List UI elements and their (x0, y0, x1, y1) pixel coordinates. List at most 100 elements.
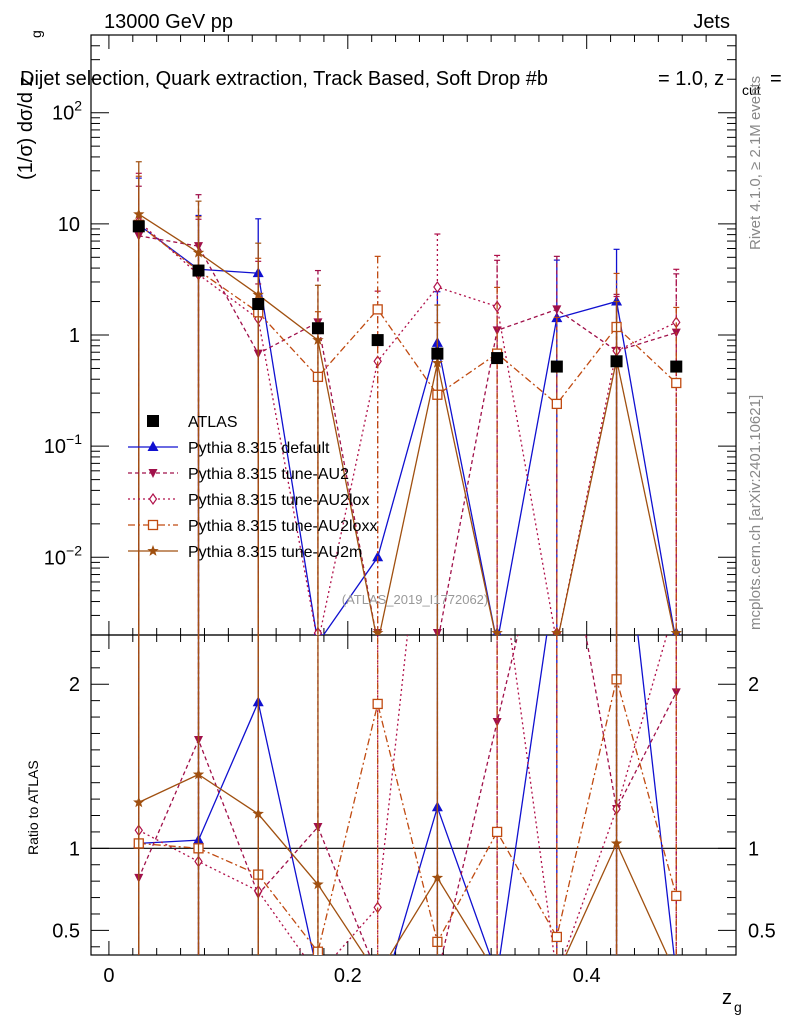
main-ylabel: (1/σ) dσ/d z g (15, 30, 44, 180)
data-point (372, 698, 383, 710)
series-line (138, 224, 676, 635)
series-line (138, 235, 677, 635)
mcplots-label: mcplots.cern.ch [arXiv:2401.10621] (747, 395, 764, 630)
data-point (491, 826, 503, 838)
data-point (192, 264, 205, 277)
data-point (372, 304, 383, 315)
data-point (252, 288, 264, 300)
plot-title: Dijet selection, Quark extraction, Track… (20, 68, 548, 90)
series-AU2lox (134, 172, 681, 635)
data-point (670, 627, 682, 635)
legend-entry-ATLAS: ATLAS (147, 414, 238, 431)
data-point (147, 545, 159, 556)
series-ATLAS (132, 220, 683, 373)
data-point (311, 322, 324, 335)
data-point (252, 807, 264, 819)
data-point (551, 398, 562, 410)
plot-title-tail: = 1.0, z (658, 68, 724, 90)
watermark: (ATLAS_2019_I1772062) (342, 592, 488, 607)
header-left: 13000 GeV pp (104, 11, 233, 33)
plot-title-end: = (770, 68, 782, 90)
legend-entry-AU2lox: Pythia 8.315 tune-AU2lox (128, 492, 369, 509)
data-point (372, 1005, 383, 1015)
legend-label: Pythia 8.315 tune-AU2lox (188, 492, 369, 509)
main-ylabel-text: (1/σ) dσ/d z (15, 76, 37, 180)
data-point (371, 334, 384, 347)
ratio-tick-label-right: 2 (748, 674, 759, 696)
data-point (192, 768, 205, 780)
ratio-line (138, 635, 677, 955)
data-point (550, 360, 563, 373)
rivet-label: Rivet 4.1.0, ≥ 2.1M events (747, 76, 764, 250)
main-panel (132, 161, 683, 635)
data-point (148, 469, 158, 478)
series-default (133, 177, 681, 635)
legend-label: Pythia 8.315 tune-AU2m (188, 544, 362, 561)
ratio-frame (90, 634, 737, 956)
data-point (610, 355, 623, 368)
main-ylabel-sub: g (28, 30, 44, 38)
data-point (133, 796, 145, 808)
legend-entry-AU2loxx: Pythia 8.315 tune-AU2loxx (128, 518, 377, 535)
data-point (372, 627, 384, 635)
legend-entry-AU2m: Pythia 8.315 tune-AU2m (128, 544, 362, 561)
x-label: z (722, 987, 732, 1009)
data-point (671, 377, 682, 389)
data-point (312, 878, 324, 890)
data-point (148, 492, 158, 506)
series-line (138, 224, 677, 405)
y-tick-label: 102 (52, 98, 82, 125)
ratio-series-AU2 (134, 635, 681, 955)
data-point (433, 281, 442, 294)
data-point (552, 305, 562, 315)
x-tick-label: 0 (103, 965, 114, 987)
data-point (610, 837, 623, 849)
legend-label: Pythia 8.315 tune-AU2 (188, 466, 349, 483)
data-point (491, 627, 503, 635)
ratio-line (138, 679, 677, 954)
series-AU2m (133, 161, 682, 635)
header-right: Jets (693, 11, 730, 33)
data-point (147, 415, 159, 427)
data-point (551, 931, 562, 943)
data-point (132, 220, 145, 233)
legend-entry-default: Pythia 8.315 default (128, 440, 330, 457)
ratio-line (138, 773, 668, 955)
ratio-line (138, 635, 668, 955)
data-point (147, 519, 159, 531)
data-point (671, 890, 682, 902)
data-point (551, 627, 563, 635)
series-line (138, 221, 677, 635)
data-point (611, 295, 623, 306)
ratio-line (138, 635, 675, 955)
legend-label: ATLAS (188, 414, 238, 431)
data-point (192, 246, 205, 258)
data-point (312, 334, 324, 345)
y-tick-label: 10 (58, 214, 80, 236)
series-line (138, 213, 676, 635)
data-point (431, 871, 444, 883)
data-point (491, 352, 504, 365)
x-tick-label: 0.2 (334, 965, 362, 987)
legend-label: Pythia 8.315 tune-AU2loxx (188, 518, 377, 535)
series-AU2loxx (133, 175, 682, 635)
ratio-tick-label: 2 (69, 674, 80, 696)
ratio-panel (133, 635, 682, 1015)
data-point (252, 298, 265, 311)
legend-entry-AU2: Pythia 8.315 tune-AU2 (128, 466, 349, 483)
plot-title-sub: cut (742, 82, 761, 98)
data-point (147, 441, 159, 451)
legend-label: Pythia 8.315 default (188, 440, 330, 457)
ratio-ylabel: Ratio to ATLAS (25, 760, 41, 855)
ratio-tick-label-right: 0.5 (748, 920, 776, 942)
y-tick-label: 10−2 (44, 542, 82, 569)
ratio-series-AU2m (133, 635, 668, 955)
y-tick-label: 10−1 (44, 431, 82, 458)
ratio-tick-label: 0.5 (52, 920, 80, 942)
y-tick-label: 1 (69, 325, 80, 347)
ratio-tick-label: 1 (69, 838, 80, 860)
data-point (133, 208, 145, 220)
data-point (431, 347, 444, 360)
ratio-series-AU2lox (134, 635, 677, 955)
